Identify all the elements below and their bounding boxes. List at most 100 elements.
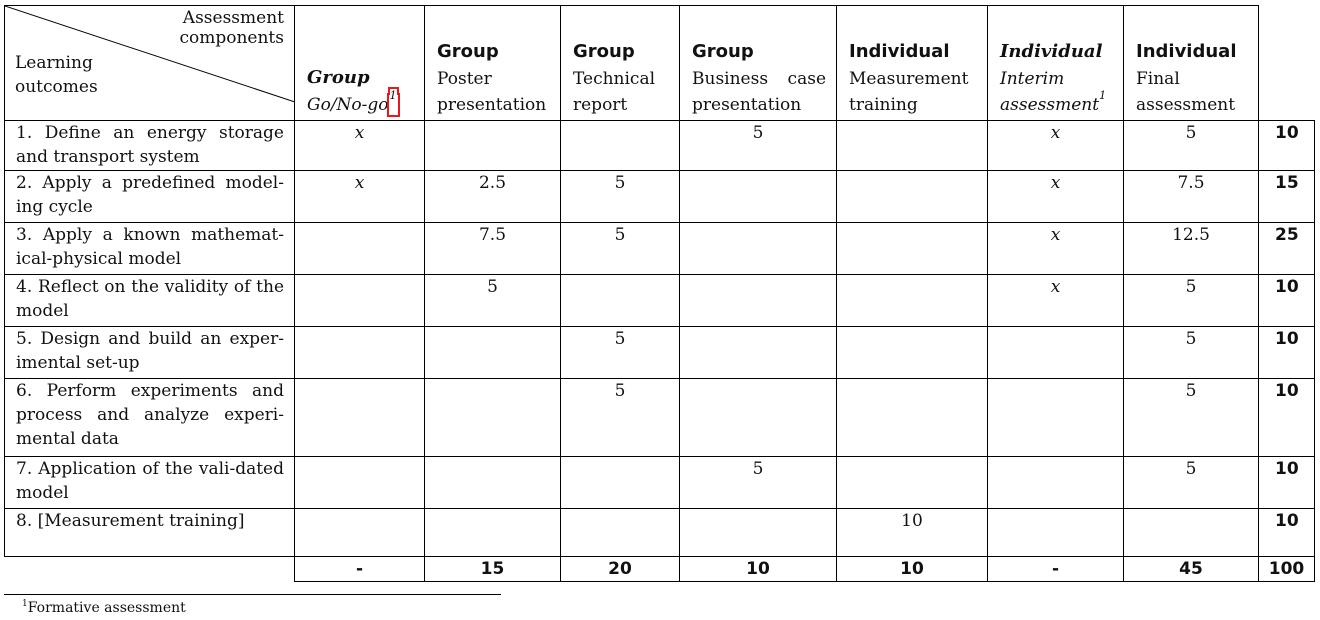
learning-outcome-cell: 4. Reflect on the validity of the model xyxy=(4,274,295,327)
weight-cell xyxy=(424,378,561,457)
weight-cell: x xyxy=(987,170,1124,223)
weight-cell: 5 xyxy=(1123,456,1259,509)
outcome-rows: 1. Define an energy storage and transpor… xyxy=(4,120,1315,557)
weight-cell: 5 xyxy=(679,120,837,171)
totals-row: - 15 20 10 10 - 45 100 xyxy=(5,556,1315,582)
table-row: 8. [Measurement training] 10 10 xyxy=(4,508,1315,557)
learning-outcomes-label: Learning outcomes xyxy=(15,53,98,97)
weight-cell xyxy=(294,326,425,379)
weight-cell xyxy=(424,120,561,171)
header-total-spacer xyxy=(1259,6,1315,121)
weight-cell xyxy=(679,326,837,379)
table-row: 3. Apply a known mathemat-ical-physical … xyxy=(4,222,1315,275)
weight-cell xyxy=(679,508,837,557)
weight-cell xyxy=(560,508,680,557)
column-header-business-case: Group Business case presentation xyxy=(679,5,837,121)
weight-cell xyxy=(560,120,680,171)
weight-cell xyxy=(294,274,425,327)
weight-cell: 5 xyxy=(679,456,837,509)
weight-cell xyxy=(294,456,425,509)
weight-cell: 5 xyxy=(1123,326,1259,379)
table-row: 7. Application of the vali-dated model 5 5… xyxy=(4,456,1315,509)
total-final: 45 xyxy=(1123,556,1259,582)
column-header-measurement-training: Individual Measurement training xyxy=(836,5,988,121)
weight-cell: 2.5 xyxy=(424,170,561,223)
row-total-cell: 15 xyxy=(1258,170,1315,223)
learning-outcome-cell: 2. Apply a predefined model-ing cycle xyxy=(4,170,295,223)
column-header-final-assessment: Individual Final assessment xyxy=(1123,5,1259,121)
weight-cell xyxy=(836,222,988,275)
weight-cell: 5 xyxy=(1123,378,1259,457)
row-total-cell: 10 xyxy=(1258,274,1315,327)
total-go-no-go: - xyxy=(294,556,425,582)
weight-cell xyxy=(424,508,561,557)
learning-outcome-cell: 6. Perform experiments and process and a… xyxy=(4,378,295,457)
diagonal-divider-line xyxy=(5,6,295,103)
weight-cell xyxy=(679,274,837,327)
weight-cell xyxy=(679,378,837,457)
weight-cell: x xyxy=(987,120,1124,171)
row-total-cell: 10 xyxy=(1258,456,1315,509)
weight-cell: 5 xyxy=(1123,274,1259,327)
weight-cell xyxy=(836,326,988,379)
weight-cell: 5 xyxy=(424,274,561,327)
weight-cell xyxy=(836,274,988,327)
row-total-cell: 10 xyxy=(1258,326,1315,379)
learning-outcome-cell: 8. [Measurement training] xyxy=(4,508,295,557)
weight-cell: 10 xyxy=(836,508,988,557)
weight-cell xyxy=(560,456,680,509)
header-row: Assessment components Learning outcomes … xyxy=(4,5,1315,121)
row-total-cell: 10 xyxy=(1258,120,1315,171)
weight-cell xyxy=(424,326,561,379)
total-interim: - xyxy=(987,556,1124,582)
weight-cell: x xyxy=(294,170,425,223)
footnote-marker-highlight: 1 xyxy=(386,90,400,117)
column-header-go-no-go: Group Go/No-go1 xyxy=(294,5,425,121)
weight-cell xyxy=(836,456,988,509)
column-header-interim-assessment: Individual Interim assessment1 xyxy=(987,5,1124,121)
weight-cell: 5 xyxy=(560,222,680,275)
learning-outcome-cell: 7. Application of the vali-dated model xyxy=(4,456,295,509)
weight-cell: 12.5 xyxy=(1123,222,1259,275)
table-row: 4. Reflect on the validity of the model 5… xyxy=(4,274,1315,327)
weight-cell xyxy=(424,456,561,509)
diagonal-header-cell: Assessment components Learning outcomes xyxy=(4,5,295,121)
row-total-cell: 10 xyxy=(1258,378,1315,457)
weight-cell: 7.5 xyxy=(1123,170,1259,223)
weight-cell: x xyxy=(294,120,425,171)
weight-cell: 5 xyxy=(560,170,680,223)
weight-cell xyxy=(679,222,837,275)
learning-outcome-cell: 1. Define an energy storage and transpor… xyxy=(4,120,295,171)
weight-cell xyxy=(987,508,1124,557)
weight-cell: 7.5 xyxy=(424,222,561,275)
weight-cell xyxy=(836,120,988,171)
column-header-poster-presentation: Group Poster presentation xyxy=(424,5,561,121)
learning-outcome-cell: 5. Design and build an exper-imental set… xyxy=(4,326,295,379)
assessment-matrix-table: Assessment components Learning outcomes … xyxy=(4,5,1315,582)
weight-cell xyxy=(836,378,988,457)
total-technical-report: 20 xyxy=(560,556,680,582)
total-poster: 15 xyxy=(424,556,561,582)
weight-cell xyxy=(294,508,425,557)
weight-cell xyxy=(679,170,837,223)
weight-cell: 5 xyxy=(560,326,680,379)
weight-cell xyxy=(987,378,1124,457)
weight-cell xyxy=(1123,508,1259,557)
footnote: 1Formative assessment xyxy=(22,599,186,616)
total-business-case: 10 xyxy=(679,556,837,582)
weight-cell xyxy=(836,170,988,223)
weight-cell xyxy=(560,274,680,327)
weight-cell: x xyxy=(987,222,1124,275)
grand-total: 100 xyxy=(1258,556,1315,582)
weight-cell: 5 xyxy=(560,378,680,457)
weight-cell xyxy=(987,326,1124,379)
row-total-cell: 25 xyxy=(1258,222,1315,275)
row-total-cell: 10 xyxy=(1258,508,1315,557)
column-header-technical-report: Group Technical report xyxy=(560,5,680,121)
weight-cell xyxy=(294,222,425,275)
weight-cell: x xyxy=(987,274,1124,327)
totals-row-spacer xyxy=(5,557,295,582)
total-measurement-training: 10 xyxy=(836,556,988,582)
weight-cell xyxy=(294,378,425,457)
assessment-components-label: Assessment components xyxy=(179,8,284,48)
